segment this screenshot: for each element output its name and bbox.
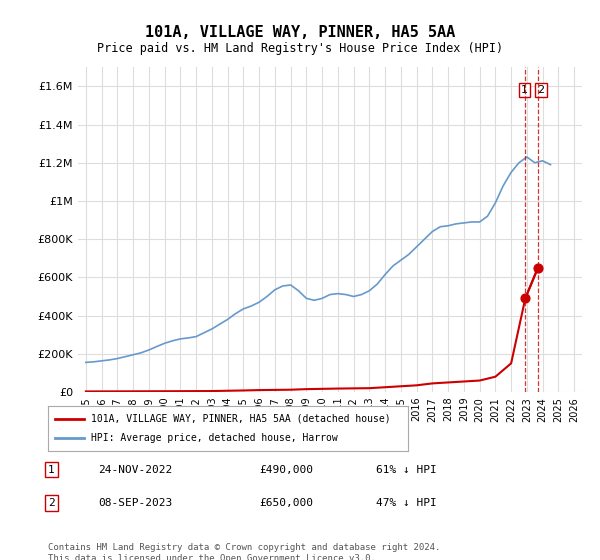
Point: [521, 294, 530, 303]
Text: 2: 2: [48, 498, 55, 508]
Text: £650,000: £650,000: [260, 498, 314, 508]
Point: [533, 263, 543, 272]
Text: 101A, VILLAGE WAY, PINNER, HA5 5AA: 101A, VILLAGE WAY, PINNER, HA5 5AA: [145, 25, 455, 40]
Text: HPI: Average price, detached house, Harrow: HPI: Average price, detached house, Harr…: [91, 433, 338, 444]
Text: £490,000: £490,000: [260, 465, 314, 475]
Text: Contains HM Land Registry data © Crown copyright and database right 2024.
This d: Contains HM Land Registry data © Crown c…: [48, 543, 440, 560]
Text: Price paid vs. HM Land Registry's House Price Index (HPI): Price paid vs. HM Land Registry's House …: [97, 42, 503, 55]
Text: 101A, VILLAGE WAY, PINNER, HA5 5AA (detached house): 101A, VILLAGE WAY, PINNER, HA5 5AA (deta…: [91, 413, 391, 423]
Text: 47% ↓ HPI: 47% ↓ HPI: [376, 498, 436, 508]
Text: 24-NOV-2022: 24-NOV-2022: [98, 465, 173, 475]
Text: 1: 1: [48, 465, 55, 475]
Text: 2: 2: [538, 85, 545, 95]
Text: 61% ↓ HPI: 61% ↓ HPI: [376, 465, 436, 475]
Text: 1: 1: [521, 85, 528, 95]
Text: 08-SEP-2023: 08-SEP-2023: [98, 498, 173, 508]
